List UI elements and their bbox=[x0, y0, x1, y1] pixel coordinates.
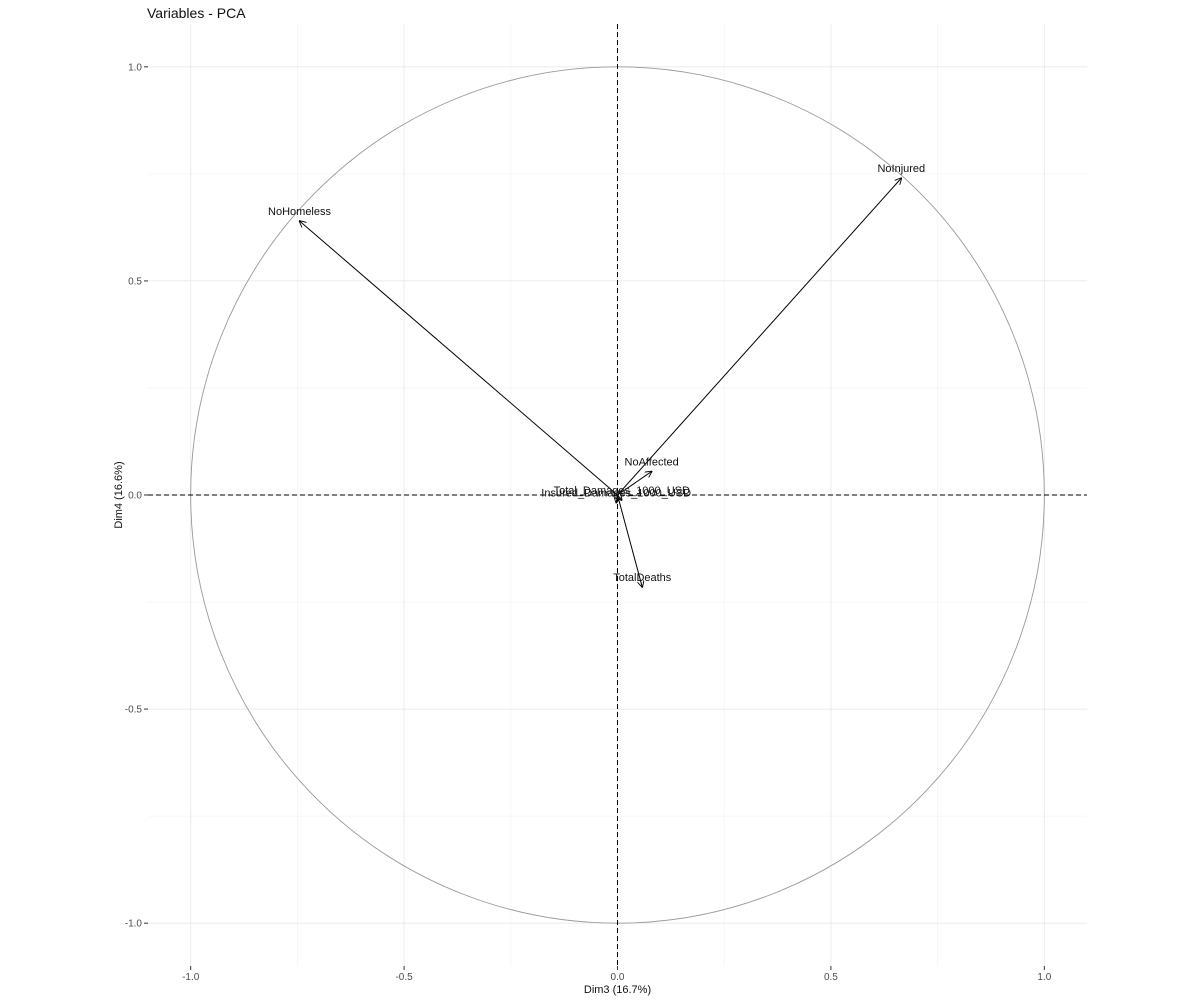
chart-title: Variables - PCA bbox=[147, 5, 246, 21]
x-tick-label: -1.0 bbox=[182, 972, 200, 983]
arrow-insured-damages-1000-usd bbox=[616, 494, 617, 503]
y-tick-label: -0.5 bbox=[125, 705, 143, 716]
label-noinjured: NoInjured bbox=[877, 163, 925, 175]
y-tick-label: -1.0 bbox=[125, 919, 143, 930]
x-tick-label: 1.0 bbox=[1037, 972, 1051, 983]
x-tick-label: 0.5 bbox=[824, 972, 838, 983]
label-total-damages-1000-usd: Total_Damages_1000_USD bbox=[554, 485, 690, 497]
x-axis-title: Dim3 (16.7%) bbox=[584, 984, 651, 996]
arrow-totaldeaths bbox=[617, 494, 643, 587]
variable-arrows bbox=[300, 178, 902, 587]
axis-ticks: -1.0 -0.5 0.0 0.5 1.0 -1.0 -0.5 0.0 0.5 1.0 bbox=[125, 62, 1052, 983]
label-insured-damages-1000-usd: Insured_Damages_1000_USD bbox=[541, 488, 691, 500]
label-nohomeless: NoHomeless bbox=[268, 206, 331, 218]
y-axis-title: Dim4 (16.6%) bbox=[113, 461, 125, 528]
y-tick-label: 1.0 bbox=[128, 62, 142, 73]
y-tick-label: 0.5 bbox=[128, 276, 142, 287]
x-tick-label: 0.0 bbox=[611, 972, 625, 983]
y-tick-label: 0.0 bbox=[128, 491, 142, 502]
x-tick-label: -0.5 bbox=[395, 972, 413, 983]
label-totaldeaths: TotalDeaths bbox=[613, 572, 672, 584]
variable-labels: NoInjured NoHomeless NoAffected TotalDeaths… bbox=[268, 163, 925, 584]
arrow-noinjured bbox=[617, 178, 902, 496]
arrow-noaffected bbox=[617, 471, 652, 496]
arrow-nohomeless bbox=[300, 221, 618, 496]
label-noaffected: NoAffected bbox=[625, 456, 679, 468]
reference-lines bbox=[148, 24, 1087, 966]
